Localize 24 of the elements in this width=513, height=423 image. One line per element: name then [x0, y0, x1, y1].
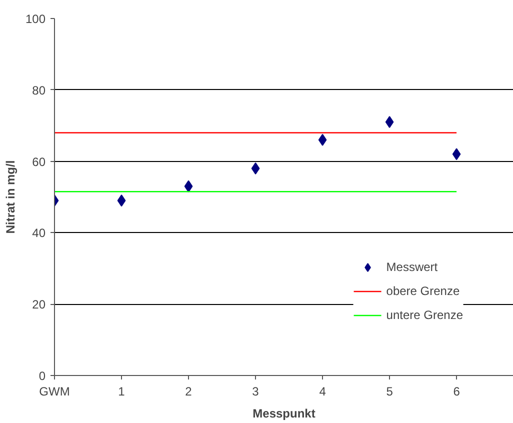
- legend-label: obere Grenze: [386, 284, 460, 298]
- point: [452, 148, 461, 160]
- y-tick-label: 40: [32, 226, 46, 240]
- x-tick-label: 4: [319, 384, 326, 398]
- x-axis-title: Messpunkt: [252, 406, 316, 420]
- point: [117, 194, 126, 207]
- point: [184, 180, 193, 192]
- y-tick-label: 0: [38, 369, 46, 383]
- y-tick-label: 60: [32, 154, 46, 169]
- legend-label: Messwert: [386, 260, 438, 274]
- y-tick-label: 100: [25, 12, 46, 26]
- x-tick-label: 1: [118, 384, 126, 398]
- x-tick-label: 3: [252, 384, 260, 398]
- x-tick-label: 6: [453, 384, 460, 398]
- point: [385, 116, 394, 128]
- y-tick-label: 80: [32, 83, 46, 98]
- legend-label: untere Grenze: [386, 308, 463, 322]
- y-tick-label: 20: [32, 298, 46, 312]
- point: [318, 134, 327, 146]
- x-tick-label: GWM: [39, 384, 70, 398]
- y-axis-title: Nitrat in mg/l: [3, 160, 18, 234]
- point: [251, 162, 260, 174]
- x-tick-label: 2: [185, 384, 192, 398]
- x-tick-label: 5: [386, 384, 394, 398]
